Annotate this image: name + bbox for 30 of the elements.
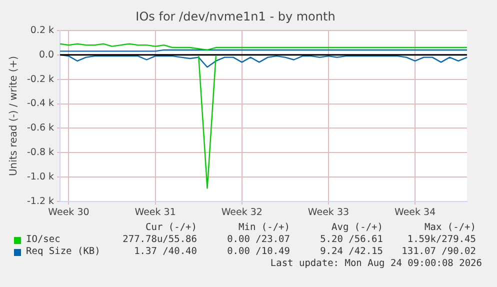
y-tick-label: -1.2 k: [26, 196, 55, 208]
x-tick-label: Week 34: [394, 206, 436, 218]
y-tick-label: 0.2 k: [30, 24, 55, 36]
text: Min (-/+): [238, 222, 290, 234]
text: Last update: Mon Aug 24 09:00:08 2026: [270, 258, 482, 270]
legend-label: Req Size (KB): [26, 246, 100, 258]
y-tick-label: -0.8 k: [26, 147, 55, 158]
chart-title: IOs for /dev/nvme1n1 - by month: [136, 9, 336, 24]
x-tick-label: Week 32: [221, 206, 262, 218]
y-tick-label: -0.6 k: [26, 122, 55, 134]
x-tick-label: Week 31: [134, 206, 176, 218]
legend-label: IO/sec: [26, 234, 60, 246]
text: 0.00 /23.07: [227, 234, 290, 246]
text: 9.24 /42.15: [320, 246, 383, 258]
x-tick-label: Week 33: [308, 206, 350, 218]
y-tick-label: -0.2 k: [26, 74, 55, 85]
text: 0.00 /10.49: [227, 246, 290, 258]
text: Avg (-/+): [332, 222, 383, 234]
text: Cur (-/+): [146, 222, 197, 234]
text: 131.07 /90.02: [402, 246, 476, 258]
y-tick-label: -0.4 k: [26, 98, 55, 110]
text: Max (-/+): [424, 222, 476, 234]
text: 277.78u/55.86: [122, 234, 197, 246]
y-axis-title: Units read (-) / write (+): [8, 56, 20, 176]
x-tick-label: Week 30: [48, 206, 90, 218]
y-tick-label: -1.0 k: [26, 172, 55, 183]
text: 1.59k/279.45: [407, 234, 476, 246]
text: 5.20 /56.61: [320, 234, 383, 246]
y-tick-label: 0.0: [38, 49, 54, 60]
text: 1.37 /40.40: [134, 246, 197, 258]
